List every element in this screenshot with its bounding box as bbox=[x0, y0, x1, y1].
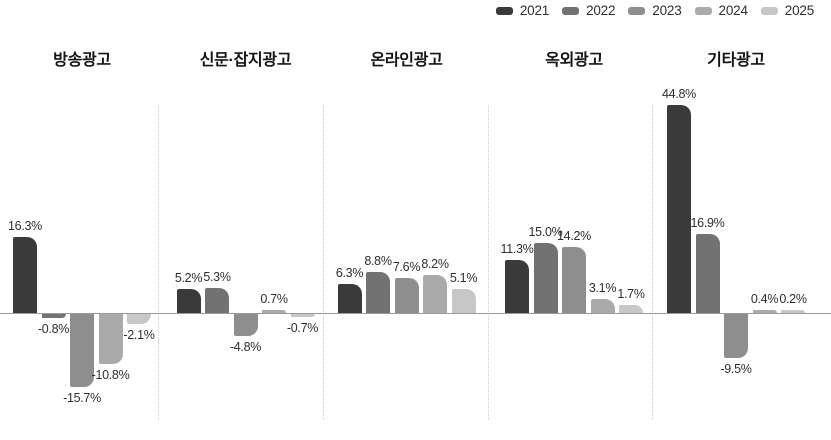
bar-2023 bbox=[70, 314, 94, 387]
value-label: -2.1% bbox=[123, 327, 155, 342]
value-label: 8.8% bbox=[364, 254, 392, 269]
bar-2025 bbox=[451, 289, 476, 313]
value-label: 5.1% bbox=[449, 271, 478, 286]
bar-2022 bbox=[41, 314, 66, 318]
value-label: 1.7% bbox=[617, 287, 645, 302]
legend-item-2024: 2024 bbox=[694, 3, 748, 18]
value-label: 3.1% bbox=[588, 280, 617, 295]
bar-2024 bbox=[590, 298, 615, 313]
legend-swatch-icon bbox=[495, 6, 513, 15]
group-separator bbox=[158, 105, 159, 420]
value-label: -0.7% bbox=[286, 321, 319, 336]
value-label: 16.9% bbox=[690, 216, 725, 231]
value-label: 11.3% bbox=[500, 242, 534, 257]
legend-item-2022: 2022 bbox=[562, 3, 615, 18]
legend-swatch-icon bbox=[760, 6, 778, 15]
bar-2025 bbox=[781, 310, 805, 313]
baseline-axis bbox=[0, 313, 831, 314]
legend-label: 2025 bbox=[784, 3, 814, 18]
legend-label: 2021 bbox=[519, 3, 550, 18]
legend-swatch-icon bbox=[562, 6, 580, 15]
legend-swatch-icon bbox=[628, 6, 646, 15]
bar-2024 bbox=[423, 274, 447, 313]
value-label: 14.2% bbox=[557, 228, 591, 243]
value-label: 5.2% bbox=[174, 270, 203, 285]
value-label: 0.7% bbox=[260, 291, 288, 306]
value-label: -10.8% bbox=[91, 368, 130, 383]
legend-item-2025: 2025 bbox=[760, 3, 814, 18]
bar-2024 bbox=[262, 309, 286, 313]
value-label: -0.8% bbox=[37, 321, 70, 336]
bar-2024 bbox=[752, 310, 777, 313]
bar-2023 bbox=[562, 246, 586, 313]
value-label: 7.6% bbox=[392, 259, 421, 274]
category-title: 옥외광고 bbox=[545, 52, 603, 69]
value-label: 0.2% bbox=[779, 292, 807, 306]
legend-item-2023: 2023 bbox=[628, 3, 682, 18]
bar-2025 bbox=[619, 305, 643, 313]
value-label: 15.0% bbox=[528, 225, 563, 240]
bar-2023 bbox=[394, 277, 419, 313]
value-label: 6.3% bbox=[335, 265, 364, 280]
value-label: -4.8% bbox=[229, 340, 262, 355]
value-label: -15.7% bbox=[63, 391, 101, 405]
bar-2022 bbox=[205, 288, 229, 313]
bar-2025 bbox=[127, 314, 151, 324]
chart-legend: 2021 2022 2023 2024 2025 bbox=[495, 3, 814, 18]
bar-2022 bbox=[533, 243, 558, 313]
bar-2025 bbox=[290, 314, 315, 318]
legend-label: 2024 bbox=[718, 3, 748, 18]
legend-swatch-icon bbox=[694, 6, 712, 15]
group-separator bbox=[487, 105, 489, 420]
value-label: 0.4% bbox=[750, 292, 779, 306]
bar-2021 bbox=[505, 260, 529, 313]
category-title: 신문·잡지광고 bbox=[199, 52, 292, 69]
bar-2023 bbox=[233, 314, 258, 337]
group-separator bbox=[652, 105, 654, 420]
legend-label: 2023 bbox=[652, 3, 682, 18]
bar-2021 bbox=[13, 237, 37, 313]
group-separator bbox=[322, 105, 324, 420]
bar-2023 bbox=[724, 314, 748, 359]
value-label: 5.3% bbox=[203, 270, 231, 285]
bar-2024 bbox=[98, 314, 123, 365]
category-title: 기타광고 bbox=[707, 52, 765, 69]
bar-2022 bbox=[695, 234, 720, 313]
value-label: 16.3% bbox=[8, 219, 42, 234]
category-title: 방송광고 bbox=[53, 52, 111, 69]
bar-2022 bbox=[366, 272, 390, 313]
category-title: 온라인광고 bbox=[370, 52, 443, 69]
value-label: -9.5% bbox=[720, 362, 752, 377]
bar-2021 bbox=[667, 104, 691, 313]
legend-item-2021: 2021 bbox=[495, 3, 550, 18]
bar-2021 bbox=[337, 283, 362, 313]
value-label: 8.2% bbox=[421, 256, 449, 271]
legend-label: 2022 bbox=[586, 3, 616, 18]
value-label: 44.8% bbox=[662, 86, 696, 101]
bar-2021 bbox=[176, 288, 201, 313]
